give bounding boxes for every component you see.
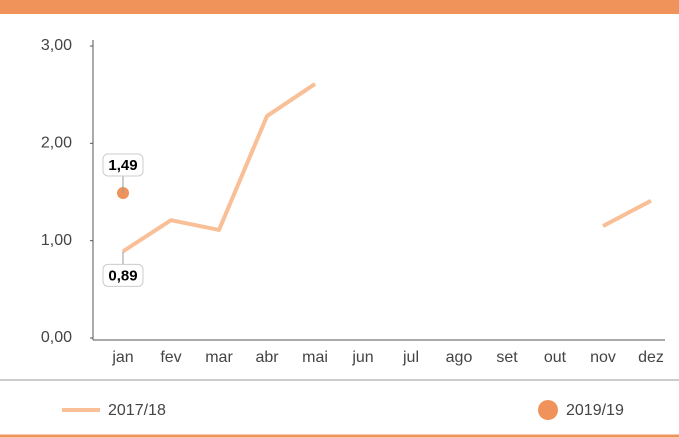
x-tick-label: jul <box>402 349 419 366</box>
y-tick-label: 1,00 <box>41 232 72 249</box>
legend-label: 2017/18 <box>108 402 166 419</box>
y-tick-label: 0,00 <box>41 329 72 346</box>
x-tick-label: abr <box>255 349 279 366</box>
x-tick-label: mai <box>302 349 328 366</box>
x-tick-label: ago <box>446 349 473 366</box>
series-line <box>121 82 652 254</box>
legend-label: 2019/19 <box>566 402 624 419</box>
y-tick-label: 2,00 <box>41 135 72 152</box>
label-box <box>102 153 144 177</box>
x-tick-label: jan <box>111 349 133 366</box>
data-label: 1,49 <box>108 157 137 174</box>
x-tick-label: set <box>496 349 518 366</box>
x-tick-label: nov <box>590 349 616 366</box>
x-tick-label: dez <box>638 349 664 366</box>
x-tick-label: mar <box>205 349 233 366</box>
x-tick-label: fev <box>160 349 181 366</box>
label-box <box>102 263 144 287</box>
data-label: 0,89 <box>108 267 137 284</box>
top-bar <box>0 0 679 14</box>
x-tick-label: jun <box>351 349 373 366</box>
x-tick-label: out <box>544 349 567 366</box>
y-tick-label: 3,00 <box>41 37 72 54</box>
legend-marker <box>538 400 558 420</box>
